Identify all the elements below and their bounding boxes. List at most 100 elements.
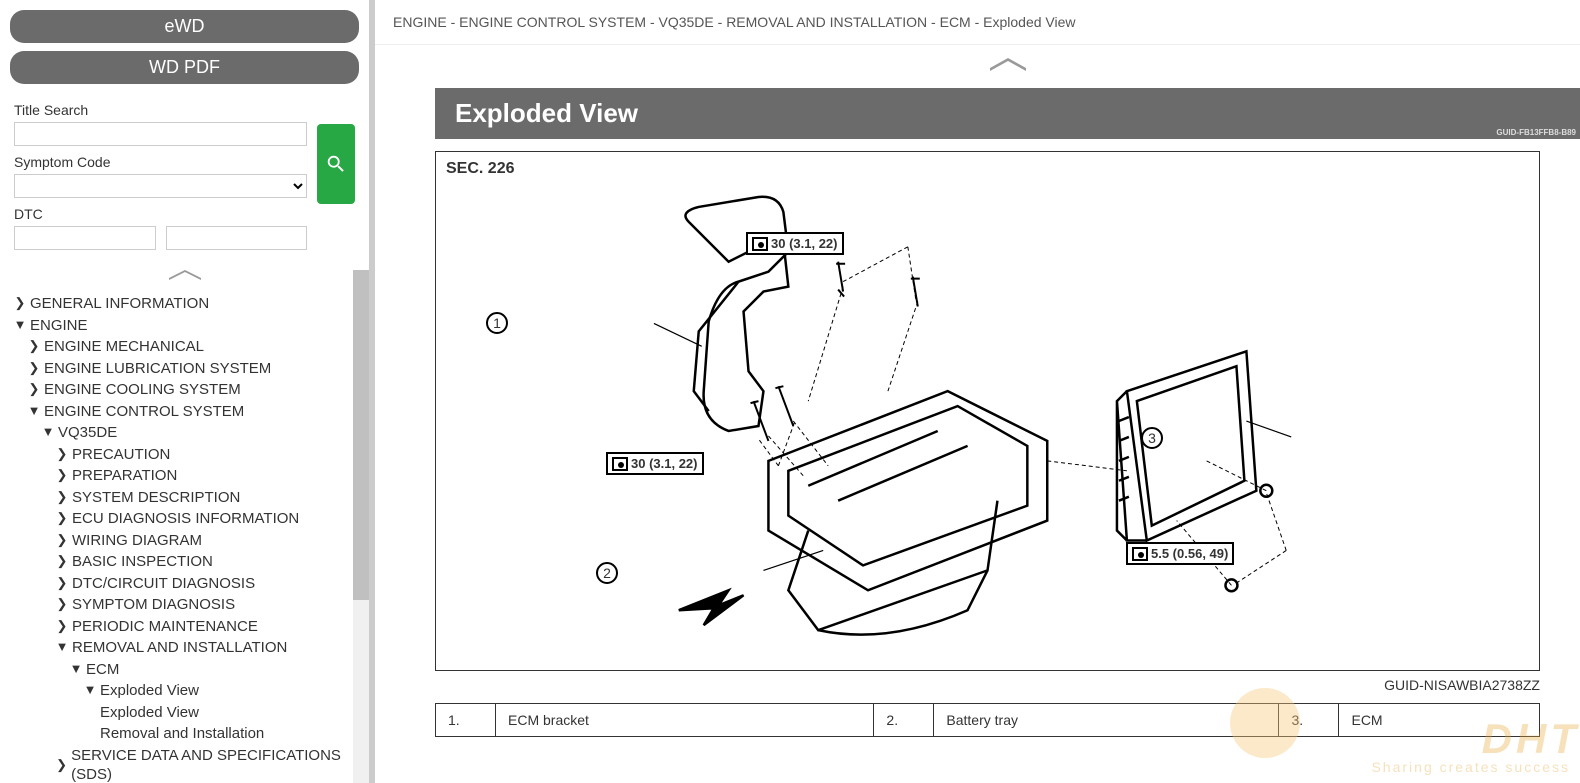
torque-icon — [1132, 547, 1148, 561]
wdpdf-button[interactable]: WD PDF — [10, 51, 359, 84]
tree-item[interactable]: ❯SYMPTOM DIAGNOSIS — [8, 594, 369, 616]
section-title-bar: Exploded View GUID-FB13FFB8-B89 — [435, 88, 1580, 139]
title-search-input[interactable] — [14, 122, 307, 146]
nav-tree: ❯GENERAL INFORMATION▼ENGINE❯ENGINE MECHA… — [0, 289, 369, 783]
tree-item-label: DTC/CIRCUIT DIAGNOSIS — [70, 574, 255, 594]
breadcrumb: ENGINE - ENGINE CONTROL SYSTEM - VQ35DE … — [375, 0, 1580, 45]
torque-spec: 5.5 (0.56, 49) — [1126, 542, 1234, 565]
tree-item-label: VQ35DE — [56, 423, 117, 443]
title-search-label: Title Search — [14, 102, 307, 118]
chevron-down-icon: ▼ — [26, 403, 42, 420]
content-up-chevron[interactable] — [435, 45, 1580, 88]
chevron-right-icon: ❯ — [26, 360, 42, 377]
torque-value: 30 (3.1, 22) — [771, 236, 838, 251]
section-number: SEC. 226 — [446, 160, 1529, 178]
torque-value: 5.5 (0.56, 49) — [1151, 546, 1228, 561]
part-name-cell: Battery tray — [934, 704, 1279, 737]
tree-item-label: BASIC INSPECTION — [70, 552, 213, 572]
dtc-input-1[interactable] — [14, 226, 156, 250]
torque-spec: 30 (3.1, 22) — [606, 452, 704, 475]
figure-box: SEC. 226 — [435, 151, 1540, 671]
torque-spec: 30 (3.1, 22) — [746, 232, 844, 255]
tree-item[interactable]: ❯ENGINE LUBRICATION SYSTEM — [8, 358, 369, 380]
main-content: ENGINE - ENGINE CONTROL SYSTEM - VQ35DE … — [375, 0, 1580, 783]
table-row: 1.ECM bracket2.Battery tray3.ECM — [436, 704, 1540, 737]
chevron-right-icon: ❯ — [54, 510, 70, 527]
tree-item[interactable]: ❯DTC/CIRCUIT DIAGNOSIS — [8, 573, 369, 595]
figure-guid: GUID-NISAWBIA2738ZZ — [435, 677, 1540, 693]
exploded-diagram — [456, 192, 1519, 660]
chevron-right-icon: ❯ — [26, 381, 42, 398]
part-number-cell: 2. — [874, 704, 934, 737]
sidebar-top-buttons: eWD WD PDF — [0, 0, 369, 102]
tree-item-label: ECM — [84, 660, 119, 680]
dtc-input-2[interactable] — [166, 226, 308, 250]
torque-icon — [612, 457, 628, 471]
tree-item[interactable]: ❯SYSTEM DESCRIPTION — [8, 487, 369, 509]
part-number-cell: 1. — [436, 704, 496, 737]
search-section: Title Search Symptom Code DTC — [0, 102, 369, 264]
search-button[interactable] — [317, 124, 355, 204]
tree-item[interactable]: ❯ENGINE MECHANICAL — [8, 336, 369, 358]
tree-item-label: PERIODIC MAINTENANCE — [70, 617, 258, 637]
chevron-right-icon: ❯ — [54, 532, 70, 549]
tree-item[interactable]: ▼VQ35DE — [8, 422, 369, 444]
tree-item-label: SYMPTOM DIAGNOSIS — [70, 595, 235, 615]
tree-item[interactable]: ❯GENERAL INFORMATION — [8, 293, 369, 315]
diagram-area: 30 (3.1, 22) 30 (3.1, 22) 5.5 (0.56, 49) 1… — [456, 192, 1519, 660]
tree-item[interactable]: Exploded View — [8, 702, 369, 724]
tree-item[interactable]: ❯PREPARATION — [8, 465, 369, 487]
tree-item-label: ENGINE — [28, 316, 88, 336]
tree-item[interactable]: ▼ENGINE CONTROL SYSTEM — [8, 401, 369, 423]
tree-item[interactable]: ❯SERVICE DATA AND SPECIFICATIONS (SDS) — [8, 745, 369, 783]
chevron-right-icon: ❯ — [54, 446, 70, 463]
chevron-right-icon: ❯ — [54, 489, 70, 506]
dtc-label: DTC — [14, 206, 307, 222]
header-guid: GUID-FB13FFB8-B89 — [1496, 128, 1576, 137]
chevron-right-icon: ❯ — [54, 467, 70, 484]
tree-item-label: ECU DIAGNOSIS INFORMATION — [70, 509, 299, 529]
chevron-up-icon — [165, 268, 205, 282]
callout-number: 2 — [596, 562, 618, 584]
tree-item-label: PREPARATION — [70, 466, 177, 486]
tree-item-label: REMOVAL AND INSTALLATION — [70, 638, 287, 658]
tree-item[interactable]: ❯BASIC INSPECTION — [8, 551, 369, 573]
search-icon — [325, 153, 347, 175]
tree-item[interactable]: ❯ECU DIAGNOSIS INFORMATION — [8, 508, 369, 530]
parts-table: 1.ECM bracket2.Battery tray3.ECM — [435, 703, 1540, 737]
tree-item-label: Removal and Installation — [98, 724, 264, 744]
tree-item[interactable]: ▼ECM — [8, 659, 369, 681]
symptom-code-select[interactable] — [14, 174, 307, 198]
chevron-down-icon: ▼ — [68, 661, 84, 678]
tree-item[interactable]: ❯WIRING DIAGRAM — [8, 530, 369, 552]
ewd-button[interactable]: eWD — [10, 10, 359, 43]
tree-item[interactable]: ❯PERIODIC MAINTENANCE — [8, 616, 369, 638]
part-name-cell: ECM — [1339, 704, 1540, 737]
chevron-right-icon: ❯ — [12, 295, 28, 312]
chevron-right-icon: ❯ — [54, 618, 70, 635]
content-area: Exploded View GUID-FB13FFB8-B89 SEC. 226 — [375, 45, 1580, 783]
tree-item[interactable]: ❯PRECAUTION — [8, 444, 369, 466]
tree-item-label: WIRING DIAGRAM — [70, 531, 202, 551]
tree-item[interactable]: ▼REMOVAL AND INSTALLATION — [8, 637, 369, 659]
tree-item-label: Exploded View — [98, 681, 199, 701]
watermark-subtext: Sharing creates success — [1371, 759, 1570, 775]
callout-number: 3 — [1141, 427, 1163, 449]
callout-number: 1 — [486, 312, 508, 334]
chevron-down-icon: ▼ — [12, 317, 28, 334]
symptom-code-label: Symptom Code — [14, 154, 307, 170]
tree-item-label: ENGINE LUBRICATION SYSTEM — [42, 359, 271, 379]
tree-item[interactable]: Removal and Installation — [8, 723, 369, 745]
tree-item-label: PRECAUTION — [70, 445, 170, 465]
tree-scrollbar[interactable] — [353, 270, 369, 783]
tree-item[interactable]: ▼ENGINE — [8, 315, 369, 337]
tree-item[interactable]: ❯ENGINE COOLING SYSTEM — [8, 379, 369, 401]
chevron-right-icon: ❯ — [54, 757, 69, 774]
chevron-up-icon — [986, 57, 1030, 73]
torque-value: 30 (3.1, 22) — [631, 456, 698, 471]
tree-scrollbar-thumb[interactable] — [353, 270, 369, 600]
sidebar-collapse-chevron[interactable] — [0, 264, 369, 289]
tree-item-label: SERVICE DATA AND SPECIFICATIONS (SDS) — [69, 746, 369, 783]
tree-item[interactable]: ▼Exploded View — [8, 680, 369, 702]
torque-icon — [752, 237, 768, 251]
